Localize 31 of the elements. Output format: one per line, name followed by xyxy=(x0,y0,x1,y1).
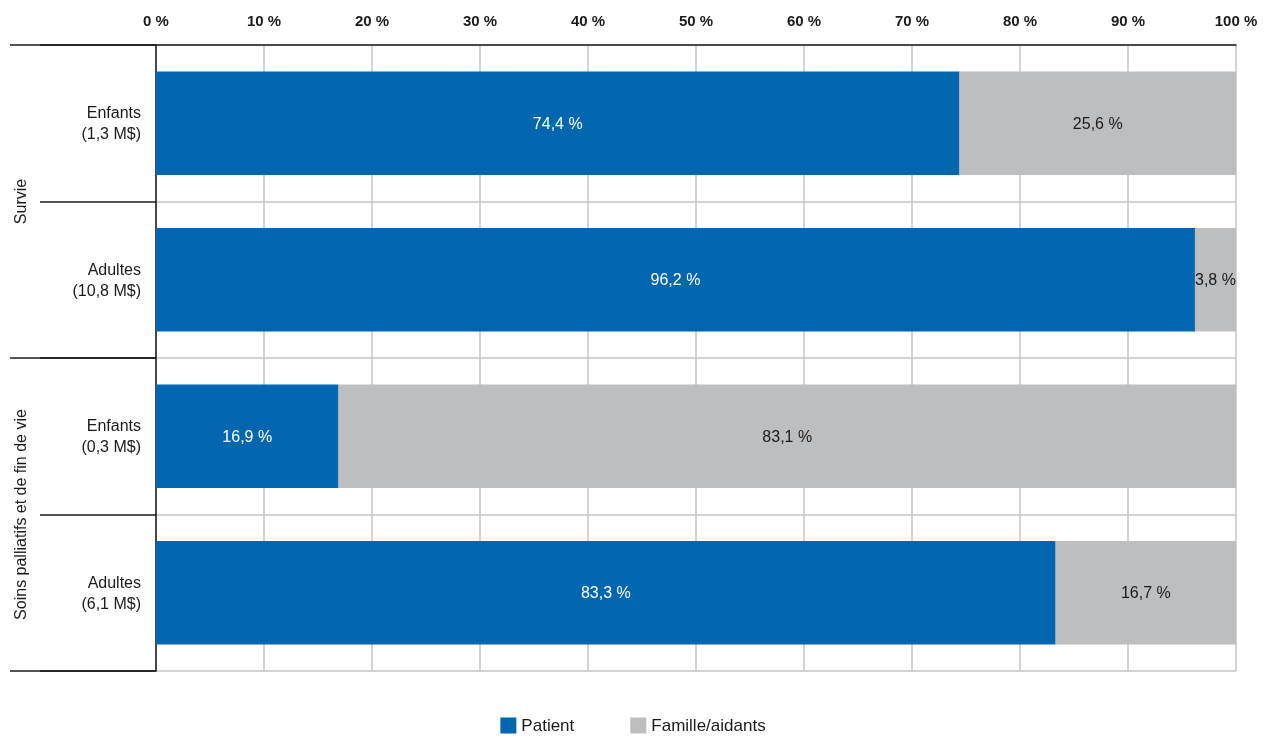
text: Survie xyxy=(11,178,29,225)
x-tick-label: 80 % xyxy=(1002,12,1038,29)
x-tick-label: 90 % xyxy=(1110,12,1146,29)
data-label: 83,3 % xyxy=(580,584,631,602)
x-tick-label: 50 % xyxy=(678,12,714,29)
x-tick-label: 20 % xyxy=(354,12,390,29)
y-tick-label: Adultes (6,1 M$) xyxy=(81,573,141,612)
data-label: 16,7 % xyxy=(1120,584,1171,602)
y-tick-label: Adultes (10,8 M$) xyxy=(72,260,141,299)
legend-label: Famille/aidants xyxy=(651,716,766,735)
data-label: 3,8 % xyxy=(1195,271,1236,289)
bar xyxy=(156,541,1056,645)
data-label: 16,9 % xyxy=(222,427,273,445)
data-label: 96,2 % xyxy=(650,271,701,289)
data-label: 25,6 % xyxy=(1072,114,1123,132)
data-label: 83,1 % xyxy=(762,427,813,445)
x-tick-label: 70 % xyxy=(894,12,930,29)
x-tick-label: 10 % xyxy=(246,12,282,29)
x-tick-label: 30 % xyxy=(462,12,498,29)
y-tick-label: Enfants (1,3 M$) xyxy=(81,104,141,143)
data-label: 74,4 % xyxy=(532,114,583,132)
x-tick-label: 40 % xyxy=(570,12,606,29)
bar xyxy=(156,71,960,175)
bar xyxy=(156,384,339,488)
y-tick-label: Enfants (0,3 M$) xyxy=(81,417,141,456)
x-tick-label: 100 % xyxy=(1214,12,1258,29)
x-tick-label: 0 % xyxy=(143,12,169,29)
text: Soins palliatifs et de fin de vie xyxy=(11,409,29,620)
legend-label: Patient xyxy=(521,716,575,735)
x-tick-label: 60 % xyxy=(786,12,822,29)
bar xyxy=(156,228,1195,332)
